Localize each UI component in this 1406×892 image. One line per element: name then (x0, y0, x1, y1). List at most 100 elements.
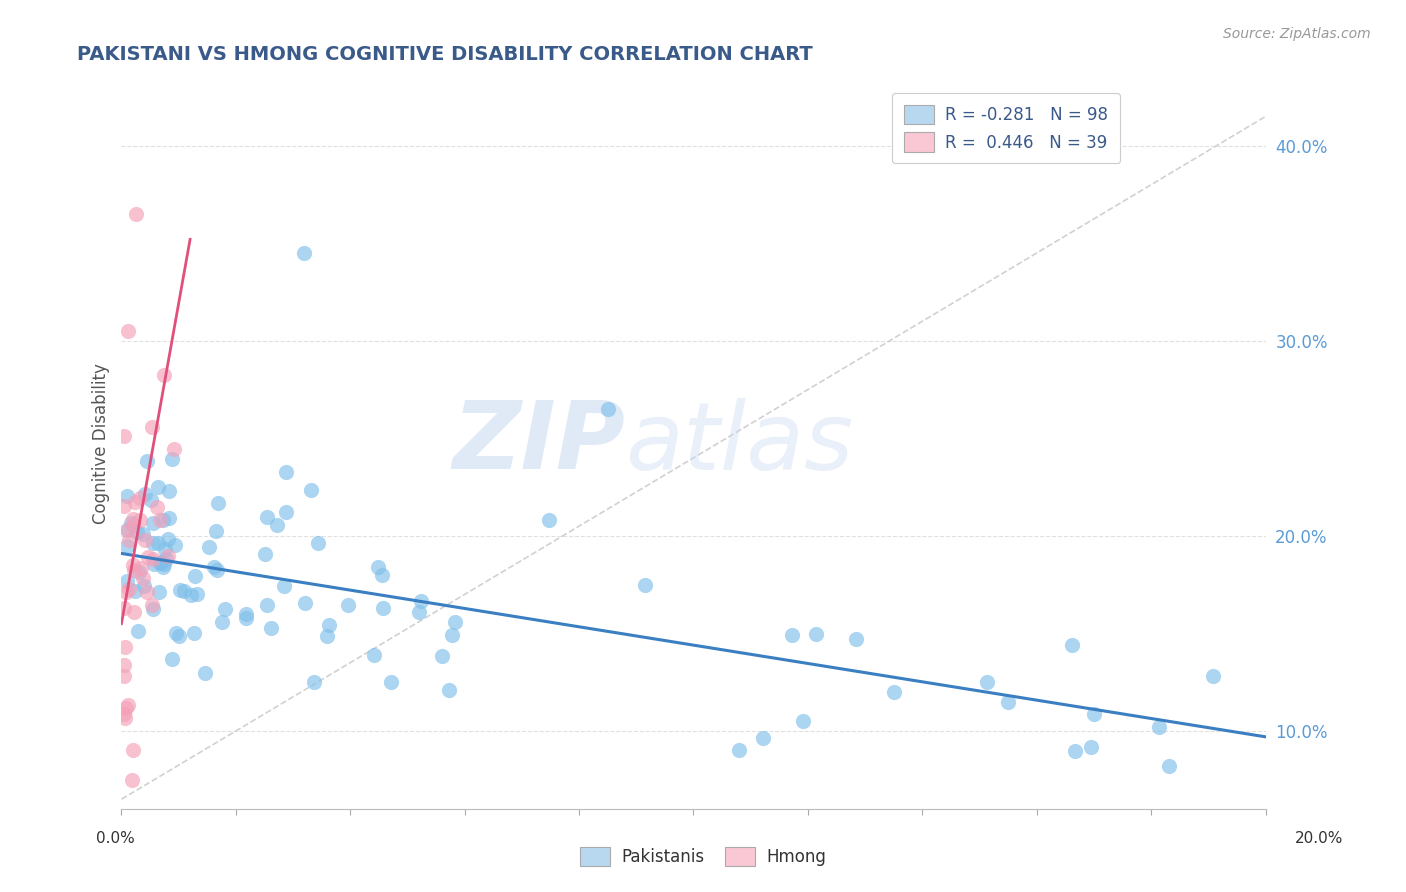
Point (125, 207, 148, 221)
Point (122, 563, 145, 577)
Point (122, 743, 145, 757)
Point (302, 675, 325, 690)
Point (112, 658, 135, 673)
Point (792, 714, 814, 728)
Legend: R = -0.281   N = 98, R =  0.446   N = 39: R = -0.281 N = 98, R = 0.446 N = 39 (891, 93, 1121, 163)
Point (299, 483, 322, 498)
Point (408, 605, 430, 619)
Point (273, 579, 295, 593)
Legend: Pakistanis, Hmong: Pakistanis, Hmong (574, 840, 832, 873)
Point (370, 567, 392, 582)
Point (117, 324, 139, 338)
Point (207, 496, 229, 510)
Point (134, 533, 156, 547)
Point (115, 539, 138, 553)
Point (115, 523, 138, 537)
Point (443, 615, 465, 630)
Point (129, 561, 152, 575)
Point (1062, 638, 1084, 652)
Point (184, 569, 207, 583)
Point (294, 596, 316, 610)
Point (440, 628, 463, 642)
Point (128, 565, 150, 579)
Point (112, 429, 135, 443)
Point (157, 483, 180, 498)
Point (205, 524, 228, 538)
Point (260, 621, 283, 635)
Point (205, 563, 228, 577)
Point (194, 666, 217, 681)
Point (112, 499, 135, 513)
Point (114, 640, 136, 654)
Point (1080, 739, 1102, 754)
Point (411, 593, 433, 607)
Point (235, 607, 257, 621)
Point (752, 731, 775, 746)
Point (142, 536, 165, 550)
Point (149, 513, 172, 527)
Point (142, 601, 165, 615)
Text: ZIP: ZIP (451, 397, 624, 489)
Point (134, 487, 156, 501)
Point (141, 420, 163, 434)
Point (136, 585, 159, 599)
Point (121, 772, 143, 787)
Point (115, 585, 138, 599)
Text: 0.0%: 0.0% (96, 831, 135, 846)
Point (437, 682, 460, 697)
Point (142, 552, 165, 566)
Point (118, 533, 141, 548)
Point (634, 578, 657, 592)
Text: 20.0%: 20.0% (1295, 831, 1343, 846)
Point (112, 706, 135, 721)
Point (804, 627, 827, 641)
Point (997, 695, 1019, 709)
Point (122, 605, 145, 619)
Point (117, 524, 139, 538)
Point (276, 465, 298, 479)
Point (152, 560, 174, 574)
Point (145, 500, 167, 514)
Point (307, 536, 329, 550)
Point (318, 618, 340, 632)
Point (1064, 744, 1087, 758)
Point (253, 547, 276, 561)
Point (256, 598, 278, 612)
Point (845, 632, 868, 647)
Point (121, 558, 143, 572)
Y-axis label: Cognitive Disability: Cognitive Disability (93, 363, 110, 524)
Point (143, 557, 166, 571)
Point (132, 571, 155, 585)
Point (214, 602, 236, 616)
Point (165, 625, 187, 640)
Point (136, 454, 159, 468)
Point (179, 588, 201, 602)
Point (883, 685, 905, 699)
Point (169, 582, 191, 597)
Point (114, 711, 136, 725)
Point (148, 536, 170, 550)
Point (112, 600, 135, 615)
Point (235, 611, 257, 625)
Point (128, 513, 150, 527)
Point (155, 552, 177, 566)
Point (211, 615, 233, 630)
Point (337, 598, 360, 612)
Point (149, 556, 172, 570)
Point (120, 516, 142, 531)
Point (380, 674, 402, 689)
Point (152, 368, 174, 383)
Point (127, 624, 149, 638)
Point (976, 674, 998, 689)
Point (117, 698, 139, 713)
Point (367, 560, 389, 574)
Text: Source: ZipAtlas.com: Source: ZipAtlas.com (1223, 27, 1371, 41)
Point (1147, 720, 1170, 734)
Point (202, 560, 225, 574)
Point (157, 549, 180, 564)
Point (183, 626, 205, 640)
Point (167, 629, 190, 643)
Point (162, 652, 184, 666)
Point (728, 743, 751, 757)
Point (256, 510, 278, 524)
